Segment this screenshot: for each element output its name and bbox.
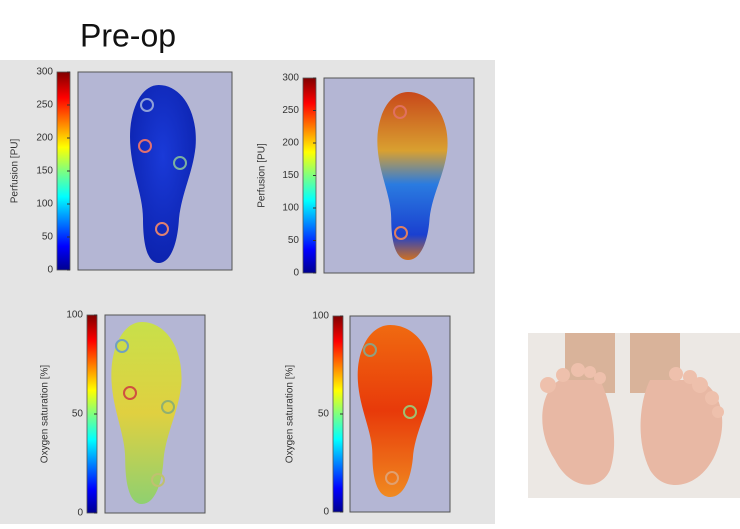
figure-title: Pre-op <box>80 17 176 53</box>
colorbar-tick-label: 50 <box>42 232 54 243</box>
colorbar-tick-label: 0 <box>77 508 83 519</box>
colorbar-tick-label: 100 <box>282 203 299 214</box>
colorbar-tick-label: 150 <box>282 170 299 181</box>
axis-label: Perfusion [PU] <box>257 143 268 208</box>
roi-marker <box>403 405 417 419</box>
roi-marker <box>155 222 169 236</box>
foot-map <box>377 92 448 260</box>
roi-marker <box>123 386 137 400</box>
roi-marker <box>363 343 377 357</box>
roi-marker <box>140 98 154 112</box>
colorbar-tick-label: 100 <box>66 310 83 321</box>
foot-map <box>111 322 182 504</box>
colorbar-tick-label: 250 <box>36 100 53 111</box>
colorbar-tick-label: 50 <box>72 409 84 420</box>
colorbar-tick-label: 0 <box>47 265 53 276</box>
colorbar-tick-label: 200 <box>282 138 299 149</box>
roi-marker <box>115 339 129 353</box>
axis-label: Oxygen saturation [%] <box>40 365 51 464</box>
colorbar-tick-label: 100 <box>312 311 329 322</box>
colorbar-tick-label: 200 <box>36 133 53 144</box>
colorbar-tick-label: 50 <box>318 409 330 420</box>
colorbar-tick-label: 100 <box>36 199 53 210</box>
foot-map <box>130 85 196 263</box>
roi-marker <box>385 471 399 485</box>
colorbar-tick-label: 300 <box>282 73 299 84</box>
colorbar-tick-label: 0 <box>293 268 299 279</box>
roi-marker <box>151 473 165 487</box>
photo <box>528 333 740 498</box>
roi-marker <box>173 156 187 170</box>
foot-map <box>357 325 433 497</box>
roi-marker <box>394 226 408 240</box>
roi-marker <box>161 400 175 414</box>
roi-marker <box>393 105 407 119</box>
roi-marker <box>138 139 152 153</box>
axis-label: Perfusion [PU] <box>10 139 21 204</box>
colorbar-tick-label: 250 <box>282 105 299 116</box>
colorbar-tick-label: 50 <box>288 235 300 246</box>
colorbar-tick-label: 300 <box>36 67 53 78</box>
axis-label: Oxygen saturation [%] <box>285 365 296 464</box>
colorbar-tick-label: 150 <box>36 166 53 177</box>
colorbar-tick-label: 0 <box>323 507 329 518</box>
